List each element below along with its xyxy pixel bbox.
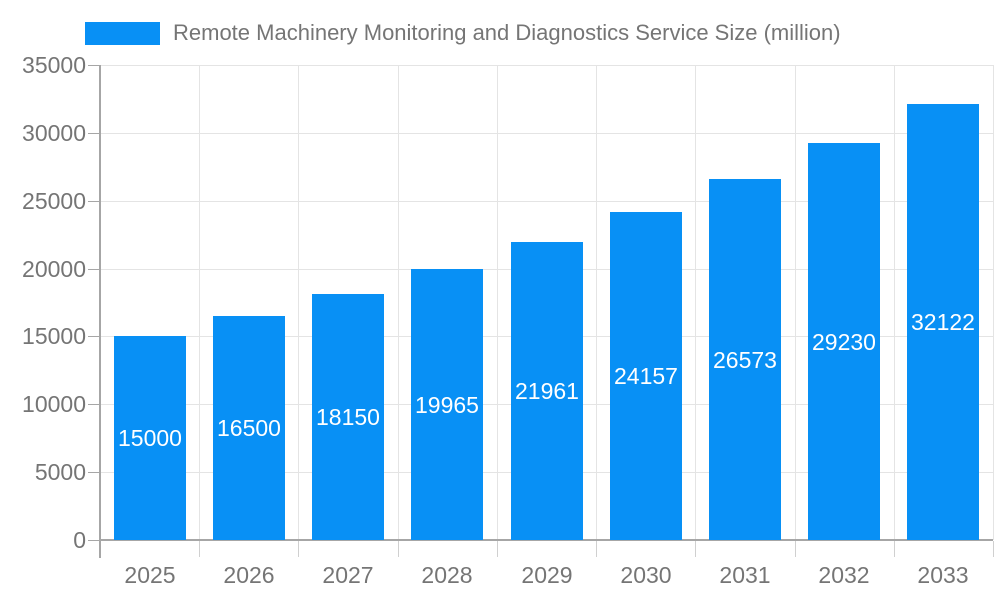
v-gridline: [497, 65, 498, 540]
legend-label: Remote Machinery Monitoring and Diagnost…: [173, 20, 841, 45]
x-axis-tick: [298, 541, 299, 557]
x-tick-label: 2031: [719, 562, 771, 588]
h-gridline: [100, 133, 993, 134]
x-tick-label: 2030: [620, 562, 672, 588]
y-axis-tick: [88, 404, 100, 405]
x-axis-line: [99, 539, 993, 541]
bar-value-label: 16500: [217, 415, 281, 441]
x-axis-tick: [894, 541, 895, 557]
legend-swatch: [85, 21, 160, 45]
x-axis-tick: [596, 541, 597, 557]
y-axis-tick: [88, 269, 100, 270]
y-axis-tick: [88, 540, 100, 541]
y-tick-label: 0: [73, 527, 86, 553]
bar-value-label: 32122: [911, 309, 975, 335]
bar-2029: [511, 242, 583, 540]
bar-value-label: 19965: [415, 392, 479, 418]
bar-2027: [312, 294, 384, 540]
bar-value-label: 24157: [614, 363, 678, 389]
v-gridline: [894, 65, 895, 540]
x-tick-label: 2025: [124, 562, 176, 588]
y-axis-line: [99, 65, 101, 558]
x-axis-tick: [695, 541, 696, 557]
x-axis-tick: [199, 541, 200, 557]
bar-2025: [114, 336, 186, 540]
x-tick-label: 2028: [421, 562, 473, 588]
v-gridline: [398, 65, 399, 540]
v-gridline: [199, 65, 200, 540]
v-gridline: [993, 65, 994, 540]
chart-legend: Remote Machinery Monitoring and Diagnost…: [85, 20, 841, 46]
x-axis-tick: [993, 541, 994, 557]
y-tick-label: 5000: [34, 459, 86, 485]
bar-value-label: 26573: [713, 347, 777, 373]
y-tick-label: 20000: [22, 256, 86, 282]
v-gridline: [695, 65, 696, 540]
y-tick-label: 15000: [22, 323, 86, 349]
x-axis-tick: [795, 541, 796, 557]
y-axis-tick: [88, 201, 100, 202]
v-gridline: [795, 65, 796, 540]
y-axis-tick: [88, 336, 100, 337]
bar-2032: [808, 143, 880, 540]
y-tick-label: 25000: [22, 188, 86, 214]
x-axis-tick: [497, 541, 498, 557]
y-tick-label: 10000: [22, 391, 86, 417]
x-tick-label: 2033: [917, 562, 969, 588]
bar-2028: [411, 269, 483, 540]
x-axis-tick: [398, 541, 399, 557]
h-gridline: [100, 65, 993, 66]
bar-2030: [610, 212, 682, 540]
bar-2031: [709, 179, 781, 540]
x-tick-label: 2026: [223, 562, 275, 588]
bar-value-label: 21961: [515, 378, 579, 404]
x-tick-label: 2029: [521, 562, 573, 588]
y-axis-tick: [88, 472, 100, 473]
bar-2033: [907, 104, 979, 540]
y-axis-tick: [88, 65, 100, 66]
h-gridline: [100, 201, 993, 202]
v-gridline: [298, 65, 299, 540]
x-tick-label: 2027: [322, 562, 374, 588]
bar-2026: [213, 316, 285, 540]
x-tick-label: 2032: [818, 562, 870, 588]
bar-value-label: 29230: [812, 329, 876, 355]
bar-value-label: 18150: [316, 404, 380, 430]
y-axis-tick: [88, 133, 100, 134]
y-tick-label: 35000: [22, 52, 86, 78]
bar-value-label: 15000: [118, 425, 182, 451]
v-gridline: [596, 65, 597, 540]
y-tick-label: 30000: [22, 120, 86, 146]
